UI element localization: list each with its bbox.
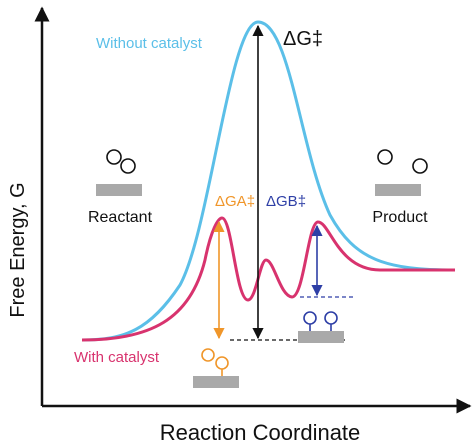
adsorbed-intermediate-icon: [298, 311, 344, 343]
x-axis-label: Reaction Coordinate: [160, 420, 361, 444]
uncatalyzed-curve: [81, 20, 456, 342]
product-molecule-icon: [375, 149, 428, 196]
adsorbed-reactant-icon: [193, 348, 239, 388]
catalyzed-label: With catalyst: [74, 349, 160, 366]
catalyzed-curve: [81, 216, 455, 342]
product-label: Product: [372, 209, 428, 226]
delta-g-a-label: ΔGA‡: [215, 193, 255, 210]
delta-g-b-label: ΔGB‡: [266, 193, 306, 210]
reactant-label: Reactant: [88, 209, 153, 226]
uncatalyzed-label: Without catalyst: [96, 35, 203, 52]
y-axis-label: Free Energy, G: [7, 182, 29, 317]
delta-g-main-label: ΔG‡: [283, 28, 323, 50]
reactant-molecule-icon: [96, 149, 142, 196]
